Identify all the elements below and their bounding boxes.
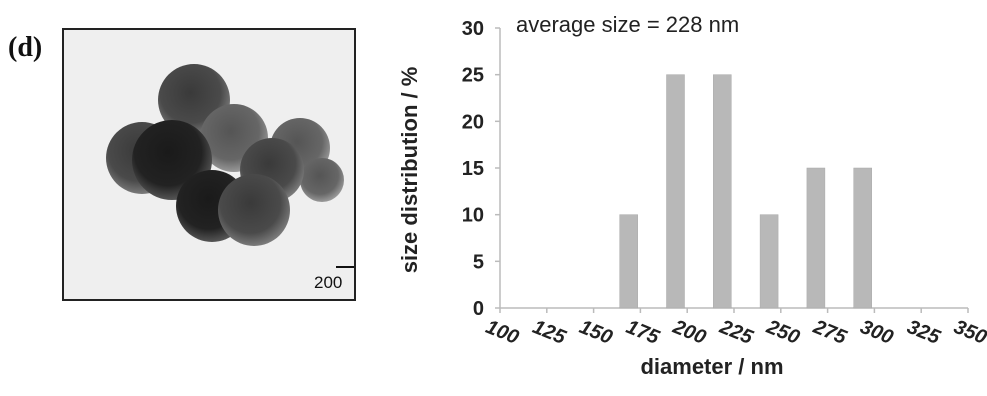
- y-tick-label-20: 20: [462, 111, 484, 133]
- bar-225: [713, 74, 732, 309]
- bar-175: [619, 214, 638, 309]
- x-tick-label-350: 350: [951, 316, 987, 349]
- y-tick-label-10: 10: [462, 205, 484, 227]
- x-tick-label-325: 325: [904, 316, 944, 349]
- x-tick-label-125: 125: [529, 316, 569, 349]
- bar-275: [806, 167, 826, 309]
- bar-250: [759, 214, 779, 309]
- y-tick-label-5: 5: [473, 251, 484, 273]
- tem-micrograph: 200 nm: [62, 28, 356, 301]
- x-tick-label-300: 300: [857, 316, 896, 349]
- x-tick-label-250: 250: [763, 316, 803, 349]
- y-tick-label-0: 0: [473, 298, 484, 320]
- y-tick-label-25: 25: [462, 65, 484, 87]
- y-tick-label-30: 30: [462, 18, 484, 40]
- bar-300: [853, 167, 872, 309]
- x-tick-label-275: 275: [809, 316, 850, 350]
- scale-bar-label: 200 nm: [314, 273, 343, 299]
- x-tick-label-150: 150: [576, 316, 615, 349]
- panel-label: (d): [8, 32, 43, 63]
- y-tick-label-15: 15: [462, 158, 484, 180]
- x-tick-label-100: 100: [483, 316, 522, 349]
- scale-bar: [336, 266, 354, 268]
- x-tick-label-200: 200: [669, 316, 709, 349]
- bar-200: [666, 74, 685, 309]
- nanoparticle-cluster-image: [64, 30, 354, 299]
- x-tick-label-175: 175: [623, 316, 663, 349]
- x-axis-title: diameter / nm: [640, 354, 784, 379]
- x-tick-label-225: 225: [716, 316, 757, 350]
- average-size-annotation: average size = 228 nm: [516, 12, 740, 37]
- y-axis-title: size distribution / %: [397, 66, 422, 274]
